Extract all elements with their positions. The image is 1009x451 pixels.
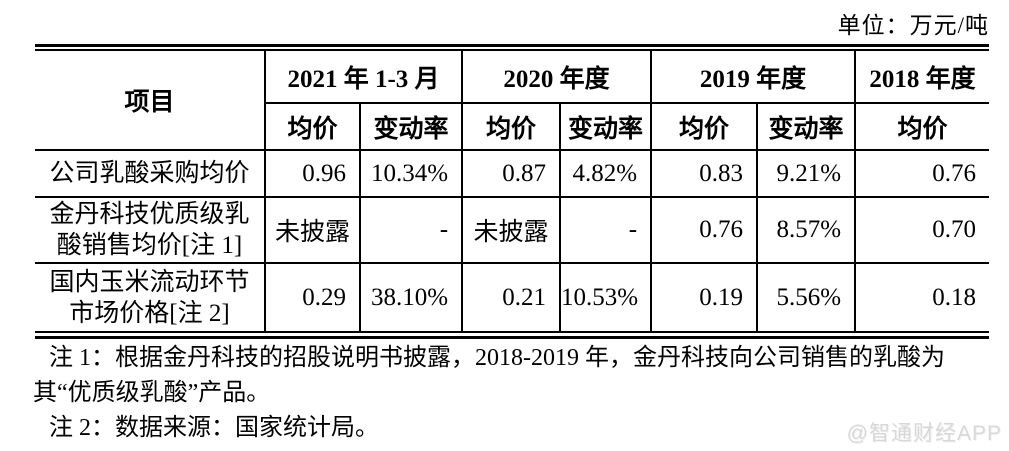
table-row: 国内玉米流动环节 市场价格[注 2] 0.29 38.10% 0.21 10.5… [35, 263, 989, 331]
row-label: 国内玉米流动环节 市场价格[注 2] [35, 263, 266, 331]
value-cell: 未披露 [265, 197, 361, 264]
value-cell: 0.29 [265, 263, 361, 331]
value-cell: 0.96 [265, 150, 361, 198]
value-cell: 5.56% [757, 263, 857, 331]
subheader-2021-avg-price: 均价 [265, 103, 361, 151]
subheader-2019-change-rate: 变动率 [757, 103, 857, 151]
value-cell: 0.19 [651, 263, 759, 331]
value-cell: - [360, 197, 464, 264]
col-header-item: 项目 [35, 51, 266, 151]
subheader-2021-change-rate: 变动率 [360, 103, 464, 151]
value-cell: 未披露 [462, 197, 562, 264]
price-comparison-table: 项目 2021 年 1-3 月 2020 年度 2019 年度 2018 年度 … [35, 51, 990, 331]
col-header-2018: 2018 年度 [855, 51, 990, 104]
value-cell: 8.57% [757, 197, 857, 264]
col-header-2021: 2021 年 1-3 月 [265, 51, 464, 104]
footnotes: 注 1：根据金丹科技的招股说明书披露，2018-2019 年，金丹科技向公司销售… [33, 341, 989, 446]
row-label: 金丹科技优质级乳 酸销售均价[注 1] [35, 197, 266, 264]
value-cell: 10.53% [560, 263, 653, 331]
col-header-2019: 2019 年度 [651, 51, 857, 104]
value-cell: 0.76 [651, 197, 759, 264]
table-row: 公司乳酸采购均价 0.96 10.34% 0.87 4.82% 0.83 9.2… [35, 150, 990, 198]
watermark: @智通财经APP [846, 422, 1002, 445]
subheader-2018-avg-price: 均价 [855, 103, 990, 151]
table-row: 金丹科技优质级乳 酸销售均价[注 1] 未披露 - 未披露 - 0.76 8.5… [35, 197, 990, 264]
table-bottom-double-rule [35, 331, 989, 339]
subheader-2020-change-rate: 变动率 [560, 103, 653, 151]
value-cell: 0.87 [462, 150, 562, 198]
value-cell: 0.76 [855, 150, 990, 198]
value-cell: 0.21 [462, 263, 562, 331]
row-label: 公司乳酸采购均价 [35, 150, 266, 198]
subheader-2019-avg-price: 均价 [651, 103, 759, 151]
header-row-years: 项目 2021 年 1-3 月 2020 年度 2019 年度 2018 年度 [35, 51, 990, 151]
value-cell: 4.82% [560, 150, 653, 198]
value-cell: 0.83 [651, 150, 759, 198]
subheader-2020-avg-price: 均价 [462, 103, 562, 151]
footnote-2: 注 2：数据来源：国家统计局。 [49, 415, 379, 441]
value-cell: 38.10% [360, 263, 464, 331]
value-cell: 0.70 [855, 197, 990, 264]
col-header-2020: 2020 年度 [462, 51, 653, 104]
value-cell: 10.34% [360, 150, 464, 198]
footnote-1: 注 1：根据金丹科技的招股说明书披露，2018-2019 年，金丹科技向公司销售… [33, 345, 945, 406]
value-cell: 0.18 [932, 283, 977, 311]
value-cell: 9.21% [757, 150, 857, 198]
unit-label: 单位：万元/吨 [837, 13, 989, 38]
header-row-subcolumns: 均价 变动率 均价 变动率 均价 变动率 均价 [35, 103, 990, 151]
value-cell: - [560, 197, 653, 264]
table-top-double-rule [35, 44, 989, 51]
